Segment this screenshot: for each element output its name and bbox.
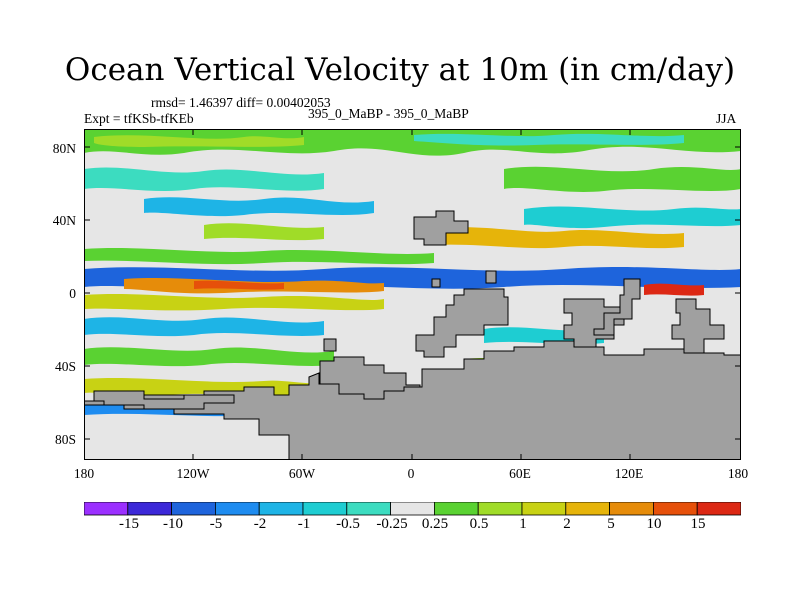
colorbar-swatch — [171, 502, 216, 516]
colorbar-label: -0.5 — [336, 516, 360, 532]
nh-band-c — [504, 166, 741, 192]
land-arabia — [593, 278, 641, 336]
sh-band-a — [84, 317, 324, 337]
north-equatorial-band — [84, 248, 434, 265]
colorbar-swatch — [609, 502, 654, 516]
colorbar-swatch — [127, 502, 172, 516]
colorbar — [84, 502, 741, 516]
velocity-map — [84, 129, 741, 460]
colorbar-swatch — [84, 502, 129, 516]
lon-tick-180w: 180 — [73, 466, 95, 481]
colorbar-swatch — [477, 502, 523, 516]
colorbar-swatch — [346, 502, 391, 516]
land-island-a — [431, 278, 441, 288]
colorbar-label: 2 — [563, 516, 571, 532]
colorbar-label: -10 — [163, 516, 183, 532]
equatorial-upwelling-b — [194, 280, 284, 290]
season-label: JJA — [716, 111, 737, 126]
colorbar-swatch — [521, 502, 567, 516]
colorbar-label: -0.25 — [376, 516, 408, 532]
colorbar-swatch — [653, 502, 698, 516]
colorbar-label: 10 — [646, 516, 662, 532]
arctic-band-c — [414, 133, 684, 146]
tick-marks — [84, 129, 741, 460]
lon-tick-0: 0 — [407, 466, 415, 481]
colorbar-swatch — [565, 502, 610, 516]
colorbar-swatch — [696, 502, 741, 516]
lon-tick-120w: 120W — [176, 466, 210, 481]
colorbar-label: -2 — [253, 516, 267, 532]
lat-tick-80n: 80N — [52, 141, 76, 156]
colorbar-swatch — [433, 502, 479, 516]
pacific-warm-patch — [644, 283, 704, 296]
map-title: Ocean Vertical Velocity at 10m (in cm/da… — [64, 52, 736, 88]
nh-band-b — [144, 197, 374, 217]
lon-tick-120e: 120E — [614, 466, 644, 481]
south-equatorial-band — [84, 294, 384, 311]
lat-tick-0: 0 — [69, 286, 76, 301]
lat-tick-40n: 40N — [52, 213, 76, 228]
colorbar-label: 0.25 — [421, 516, 449, 532]
sh-band-b — [84, 347, 334, 367]
colorbar-swatch — [302, 502, 348, 516]
nh-band-a — [84, 167, 324, 191]
land-island-c — [323, 338, 337, 352]
colorbar-swatch — [258, 502, 304, 516]
colorbar-label: 1 — [519, 516, 527, 532]
arctic-band-b — [94, 135, 304, 147]
colorbar-label: 15 — [690, 516, 706, 532]
colorbar-label: -15 — [119, 516, 139, 532]
colorbar-label: 5 — [607, 516, 615, 532]
colorbar-swatch — [214, 502, 260, 516]
stats-text: rmsd= 1.46397 diff= 0.00402053 — [151, 95, 331, 110]
lon-tick-180e: 180 — [727, 466, 749, 481]
colorbar-label: -5 — [209, 516, 223, 532]
nh-band-d — [524, 206, 741, 229]
land-masses — [84, 210, 741, 460]
land-south-america — [415, 288, 509, 358]
land-island-b — [485, 270, 497, 284]
colorbar-label: 0.5 — [469, 516, 489, 532]
land-ross-shelf — [93, 390, 235, 410]
northern-midlat-field — [84, 166, 741, 249]
land-greenland — [413, 210, 469, 246]
period-label: 395_0_MaBP - 395_0_MaBP — [308, 106, 469, 121]
arctic-field — [84, 129, 741, 156]
experiment-label: Expt = tfKSb-tfKEb — [84, 111, 194, 126]
colorbar-label: -1 — [297, 516, 311, 532]
lon-tick-60w: 60W — [288, 466, 316, 481]
lat-tick-80s: 80S — [54, 432, 76, 447]
lon-tick-60e: 60E — [509, 466, 531, 481]
colorbar-swatch — [390, 502, 435, 516]
nh-band-f — [434, 227, 684, 249]
nh-band-e — [204, 223, 324, 241]
land-antarctica — [84, 340, 741, 460]
lat-tick-40s: 40S — [54, 359, 76, 374]
equatorial-field — [84, 248, 741, 311]
